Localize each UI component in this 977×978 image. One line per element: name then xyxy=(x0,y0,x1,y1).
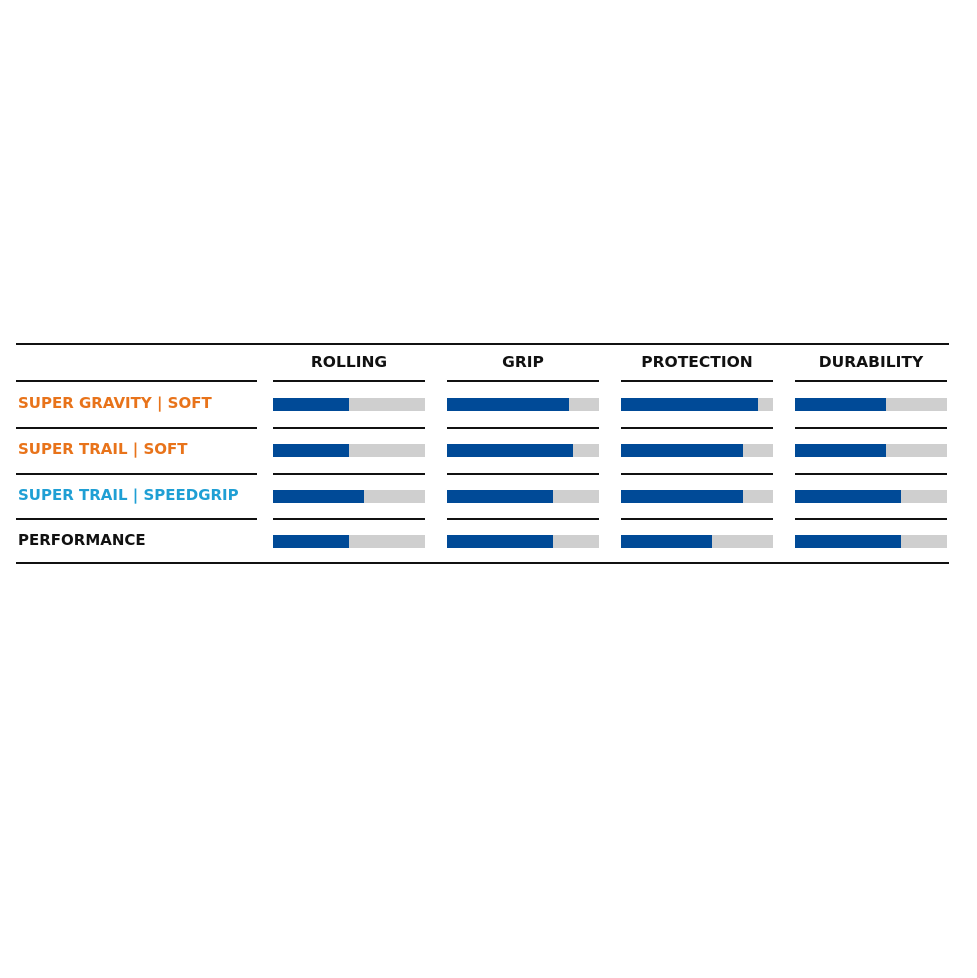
bar-fill xyxy=(273,490,365,503)
bar-fill xyxy=(795,490,902,503)
row-separator xyxy=(795,427,947,429)
bar-track xyxy=(447,398,599,411)
bar-track xyxy=(621,398,773,411)
bar-fill xyxy=(621,535,713,548)
row-separator xyxy=(621,380,773,382)
bar-track xyxy=(447,535,599,548)
bar-fill xyxy=(621,398,758,411)
bar-track xyxy=(447,490,599,503)
bar-track xyxy=(795,535,947,548)
row-separator xyxy=(273,380,425,382)
row-separator xyxy=(447,427,599,429)
bar-track xyxy=(795,490,947,503)
tire-comparison-chart: ROLLING GRIP PROTECTION DURABILITY SUPER GRA… xyxy=(16,343,949,564)
bar-fill xyxy=(621,444,743,457)
row-separator xyxy=(273,518,425,520)
bar-fill xyxy=(273,535,349,548)
column-header: GRIP xyxy=(502,353,544,371)
bar-track xyxy=(621,490,773,503)
row-separator xyxy=(16,473,257,475)
row-separator xyxy=(795,518,947,520)
row-separator xyxy=(273,473,425,475)
column-header: ROLLING xyxy=(310,353,388,371)
bar-track xyxy=(447,444,599,457)
column-header: PROTECTION xyxy=(641,353,753,371)
bar-track xyxy=(273,398,425,411)
row-separator xyxy=(795,380,947,382)
row-separator xyxy=(16,427,257,429)
row-separator xyxy=(621,427,773,429)
column-header: DURABILITY xyxy=(818,353,924,371)
row-label: SUPER TRAIL | SOFT xyxy=(18,440,188,458)
row-label: SUPER TRAIL | SPEEDGRIP xyxy=(18,486,239,504)
bar-fill xyxy=(447,535,554,548)
row-separator xyxy=(16,380,257,382)
bar-fill xyxy=(273,398,349,411)
row-separator xyxy=(273,427,425,429)
bar-fill xyxy=(795,535,902,548)
bar-track xyxy=(273,490,425,503)
bar-track xyxy=(795,444,947,457)
bar-fill xyxy=(447,444,574,457)
bar-fill xyxy=(621,490,743,503)
bottom-rule xyxy=(16,562,949,564)
bar-track xyxy=(621,444,773,457)
row-separator xyxy=(795,473,947,475)
row-separator xyxy=(447,518,599,520)
row-label: SUPER GRAVITY | SOFT xyxy=(18,394,212,412)
bar-fill xyxy=(795,398,887,411)
row-separator xyxy=(16,518,257,520)
bar-track xyxy=(795,398,947,411)
top-rule xyxy=(16,343,949,345)
row-separator xyxy=(621,473,773,475)
bar-fill xyxy=(795,444,887,457)
row-separator xyxy=(447,473,599,475)
bar-fill xyxy=(447,490,554,503)
row-label: PERFORMANCE xyxy=(18,531,146,549)
bar-fill xyxy=(447,398,569,411)
row-separator xyxy=(447,380,599,382)
bar-fill xyxy=(273,444,349,457)
bar-track xyxy=(273,535,425,548)
bar-track xyxy=(621,535,773,548)
bar-track xyxy=(273,444,425,457)
row-separator xyxy=(621,518,773,520)
